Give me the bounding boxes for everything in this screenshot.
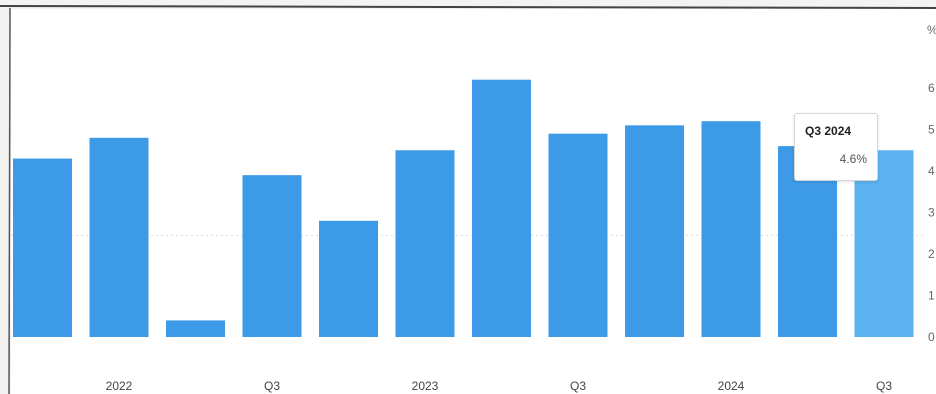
frame-top-edge <box>0 5 936 9</box>
y-tick-label: 1 <box>928 289 935 303</box>
chart-tooltip: Q3 2024 4.6% <box>794 113 878 181</box>
bar-q2-2024[interactable] <box>701 121 761 337</box>
bar-q1-2022[interactable] <box>13 158 72 337</box>
tooltip-title: Q3 2024 <box>805 124 852 138</box>
x-tick-label: 2023 <box>412 379 439 393</box>
bar-q4-2024[interactable] <box>854 150 914 337</box>
tooltip-value: 4.6% <box>839 152 867 166</box>
x-tick-label: Q3 <box>876 379 892 393</box>
y-tick-label: 0 <box>928 330 935 344</box>
y-unit-label: % <box>927 23 936 37</box>
bar-q2-2023[interactable] <box>395 150 455 337</box>
bar-q1-2023[interactable] <box>319 220 378 337</box>
x-tick-label: Q3 <box>264 379 280 393</box>
frame-left-edge <box>8 7 11 394</box>
bar-q1-2024[interactable] <box>625 125 684 337</box>
x-tick-label: Q3 <box>570 379 586 393</box>
y-tick-label: 6 <box>928 81 935 95</box>
bar-q4-2022[interactable] <box>242 175 302 337</box>
bar-q3-2023[interactable] <box>472 79 531 337</box>
bar-q3-2022[interactable] <box>166 320 225 337</box>
y-tick-label: 5 <box>928 123 935 137</box>
x-tick-label: 2024 <box>718 379 745 393</box>
bar-q2-2022[interactable] <box>89 137 149 337</box>
x-tick-label: 2022 <box>106 379 133 393</box>
y-tick-label: 4 <box>928 164 935 178</box>
y-tick-label: 2 <box>928 247 935 261</box>
y-tick-label: 3 <box>928 206 935 220</box>
bar-q4-2023[interactable] <box>548 133 608 337</box>
